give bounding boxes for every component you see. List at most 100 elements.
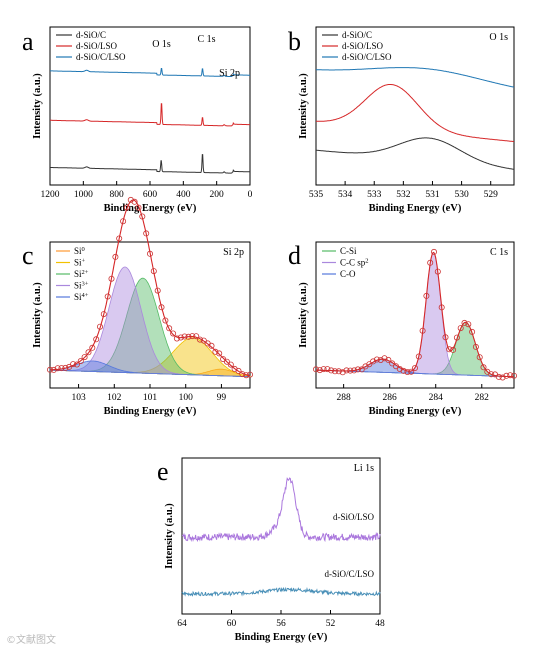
raw-data-point: [146, 250, 153, 257]
raw-data-point: [510, 372, 517, 379]
raw-data-point: [123, 204, 130, 211]
raw-data-point: [442, 334, 449, 341]
x-tick-label: 102: [107, 393, 122, 403]
raw-data-point: [343, 367, 350, 374]
raw-data-point: [320, 366, 327, 373]
legend-label: C-Si: [340, 246, 357, 256]
x-tick-label: 286: [383, 393, 398, 403]
x-tick-label: 531: [425, 190, 440, 200]
raw-data-point: [339, 369, 346, 376]
raw-data-point: [488, 371, 495, 378]
raw-data-point: [450, 346, 457, 353]
x-tick-label: 800: [110, 190, 125, 200]
legend-label: Si0: [74, 246, 85, 257]
legend-label: Si+: [74, 257, 86, 268]
raw-data-point: [54, 365, 61, 372]
raw-data-point: [495, 373, 502, 380]
raw-data-point: [347, 367, 354, 374]
y-axis-label: Intensity (a.u.): [298, 282, 309, 348]
x-tick-label: 1200: [41, 190, 60, 200]
x-axis-label: Binding Energy (eV): [235, 632, 328, 643]
raw-data-point: [77, 357, 84, 364]
raw-data-point: [331, 368, 338, 375]
raw-data-point: [216, 350, 223, 357]
x-axis-label: Binding Energy (eV): [104, 406, 197, 417]
panel-title: Si 2p: [223, 247, 244, 258]
panel-title: C 1s: [490, 247, 508, 258]
raw-data-point: [85, 349, 92, 356]
legend-label: d-SiO/C/LSO: [342, 52, 392, 62]
raw-data-point: [135, 204, 142, 211]
raw-data-point: [366, 361, 373, 368]
raw-data-point: [396, 365, 403, 372]
y-axis-label: Intensity (a.u.): [298, 73, 309, 139]
raw-data-point: [200, 337, 207, 344]
raw-data-point: [212, 348, 219, 355]
raw-data-point: [104, 293, 111, 300]
raw-data-point: [381, 355, 388, 362]
y-axis-label: Intensity (a.u.): [164, 503, 175, 569]
series-line-d-SiO/C/LSO: [316, 67, 515, 88]
raw-data-point: [430, 248, 437, 255]
raw-data-point: [196, 336, 203, 343]
raw-data-point: [173, 335, 180, 342]
raw-data-point: [70, 361, 77, 368]
x-tick-label: 533: [367, 190, 382, 200]
series-line-d-SiO/LSO: [50, 103, 250, 127]
x-tick-label: 200: [210, 190, 225, 200]
raw-data-point: [239, 371, 246, 378]
raw-data-point: [243, 372, 250, 379]
x-axis-label: Binding Energy (eV): [369, 406, 462, 417]
raw-data-point: [507, 372, 514, 379]
series-line-d-SiO/LSO: [181, 477, 381, 543]
raw-data-point: [150, 268, 157, 275]
plot-frame: [315, 26, 515, 186]
x-tick-label: 64: [177, 619, 187, 629]
legend-label: C-O: [340, 269, 356, 279]
raw-data-point: [351, 367, 358, 374]
envelope-line: [50, 199, 251, 377]
series-line-d-SiO/C: [50, 154, 250, 174]
raw-data-point: [193, 333, 200, 340]
raw-data-point: [370, 358, 377, 365]
raw-data-point: [177, 334, 184, 341]
x-tick-label: 535: [309, 190, 324, 200]
raw-data-point: [108, 275, 115, 282]
raw-data-point: [377, 356, 384, 363]
raw-data-point: [480, 364, 487, 371]
raw-data-point: [58, 365, 65, 372]
raw-data-point: [312, 366, 319, 373]
x-tick-label: 56: [276, 619, 286, 629]
raw-data-point: [112, 253, 119, 260]
series-line-d-SiO/LSO: [316, 84, 515, 143]
annotation-label: Si 2p: [219, 68, 240, 79]
raw-data-point: [185, 333, 192, 340]
legend-label: C-C sp2: [340, 257, 369, 268]
legend-label: d-SiO/C/LSO: [76, 52, 126, 62]
annotation-label: O 1s: [152, 39, 171, 50]
raw-data-point: [47, 366, 54, 373]
raw-data-point: [438, 304, 445, 311]
raw-data-point: [434, 268, 441, 275]
raw-data-point: [389, 360, 396, 367]
raw-data-point: [392, 363, 399, 370]
raw-data-point: [446, 346, 453, 353]
raw-data-point: [73, 361, 80, 368]
raw-data-point: [453, 334, 460, 341]
x-tick-label: 100: [179, 393, 194, 403]
series-label: d-SiO/C/LSO: [324, 569, 374, 579]
panel-letter-b: b: [288, 27, 301, 56]
raw-data-point: [143, 230, 150, 237]
raw-data-point: [154, 287, 161, 294]
panel-a: a 1200 1000 800 600 400 200 0 Binding Energy (eV…: [22, 26, 253, 214]
legend-label: d-SiO/C: [342, 30, 372, 40]
raw-data-point: [373, 356, 380, 363]
raw-data-point: [131, 198, 138, 205]
x-tick-label: 529: [484, 190, 499, 200]
raw-data-point: [246, 371, 253, 378]
x-tick-label: 282: [475, 393, 490, 403]
x-tick-label: 288: [337, 393, 352, 403]
raw-data-point: [127, 196, 134, 203]
panel-title: O 1s: [489, 32, 508, 43]
panel-letter-e: e: [157, 457, 169, 486]
